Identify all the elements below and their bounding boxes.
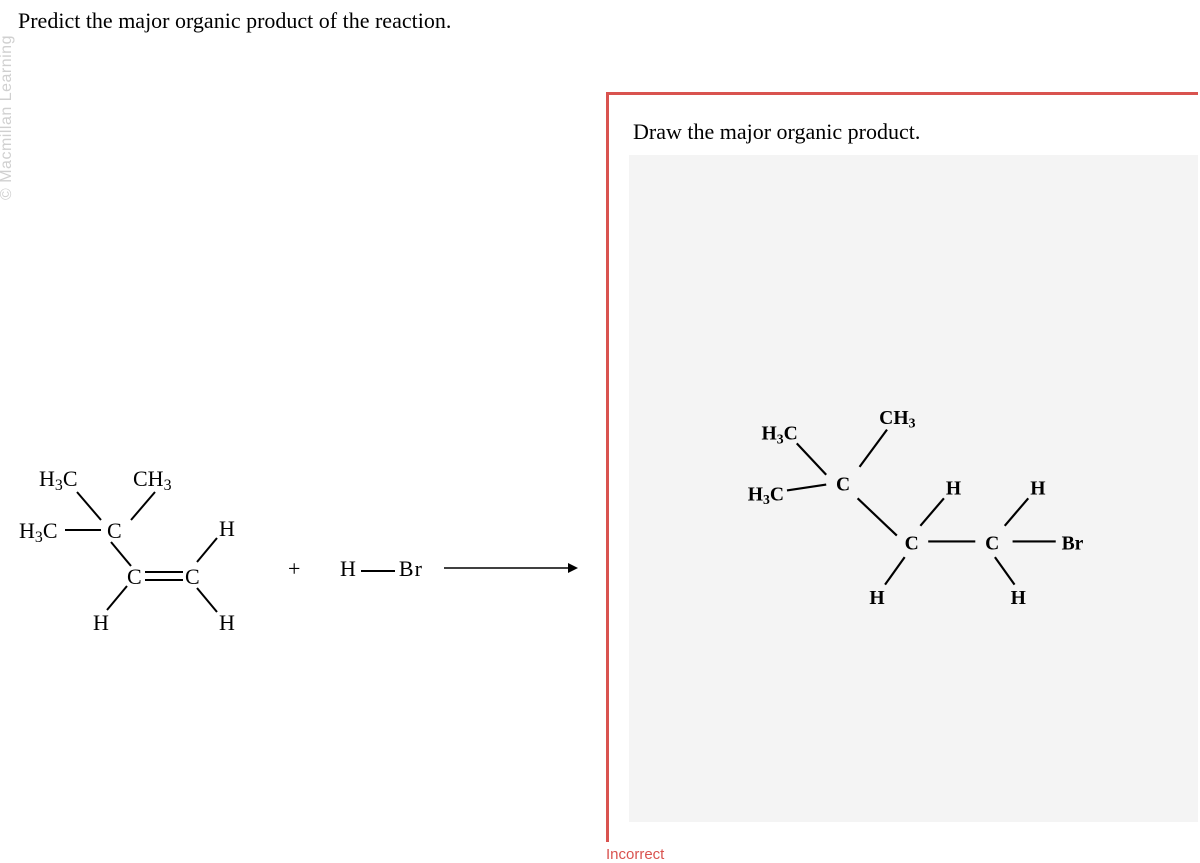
plus-sign: + — [288, 556, 300, 582]
svg-text:CH3: CH3 — [133, 466, 172, 494]
drawing-canvas[interactable]: H3C CH3 H3C C C C H H H H Br — [629, 155, 1198, 822]
svg-text:Br: Br — [1062, 533, 1084, 554]
svg-text:H: H — [1030, 478, 1045, 499]
reactant-svg: H3C CH3 H3C C C C H H H — [15, 450, 275, 650]
svg-text:C: C — [127, 564, 142, 589]
svg-text:H3C: H3C — [39, 466, 78, 494]
svg-text:C: C — [905, 533, 919, 554]
svg-text:H: H — [869, 588, 884, 609]
copyright-watermark: © Macmillan Learning — [0, 35, 16, 200]
question-text: Predict the major organic product of the… — [18, 8, 451, 34]
hbr-reagent: H Br — [340, 556, 423, 582]
svg-text:C: C — [985, 533, 999, 554]
svg-text:H3C: H3C — [761, 423, 797, 446]
svg-text:H3C: H3C — [19, 518, 58, 546]
product-svg: H3C CH3 H3C C C C H H H H Br — [629, 155, 1198, 822]
svg-text:H: H — [219, 610, 235, 635]
reaction-arrow — [440, 558, 580, 578]
svg-text:C: C — [107, 518, 122, 543]
svg-text:CH3: CH3 — [879, 408, 915, 431]
reactant-structure: H3C CH3 H3C C C C H H H — [15, 450, 575, 650]
svg-text:H: H — [219, 516, 235, 541]
svg-text:H: H — [1011, 588, 1026, 609]
answer-prompt: Draw the major organic product. — [633, 119, 920, 145]
svg-text:C: C — [836, 474, 850, 495]
hbr-br: Br — [399, 556, 423, 581]
svg-text:C: C — [185, 564, 200, 589]
hbr-h: H — [340, 556, 357, 581]
incorrect-label: Incorrect — [606, 846, 664, 863]
svg-text:H3C: H3C — [748, 484, 784, 507]
hbr-bond — [361, 570, 395, 572]
svg-text:H: H — [93, 610, 109, 635]
svg-text:H: H — [946, 478, 961, 499]
answer-panel: Draw the major organic product. — [606, 92, 1198, 842]
